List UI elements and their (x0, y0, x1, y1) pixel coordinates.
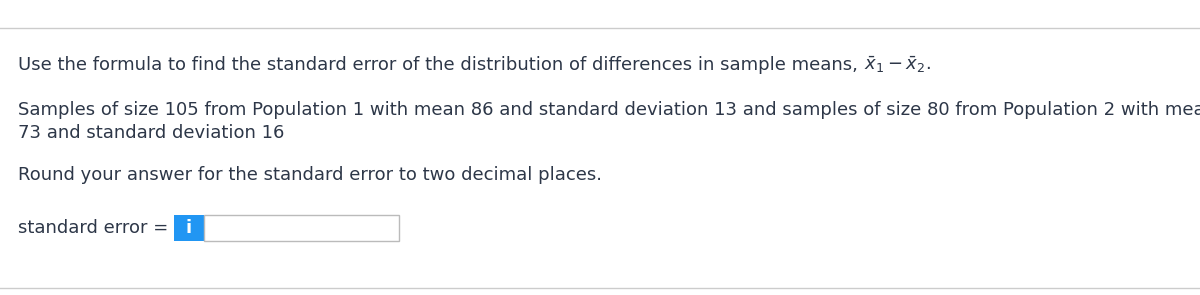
Text: Samples of size 105 from Population 1 with mean 86 and standard deviation 13 and: Samples of size 105 from Population 1 wi… (18, 101, 1200, 119)
FancyBboxPatch shape (174, 215, 204, 241)
Text: standard error =: standard error = (18, 219, 174, 237)
Text: 73 and standard deviation 16: 73 and standard deviation 16 (18, 124, 284, 142)
Text: Round your answer for the standard error to two decimal places.: Round your answer for the standard error… (18, 166, 602, 184)
FancyBboxPatch shape (204, 215, 398, 241)
Text: i: i (186, 219, 192, 237)
Text: $\bar{x}_1 - \bar{x}_2$.: $\bar{x}_1 - \bar{x}_2$. (864, 55, 931, 75)
Text: Use the formula to find the standard error of the distribution of differences in: Use the formula to find the standard err… (18, 56, 864, 74)
